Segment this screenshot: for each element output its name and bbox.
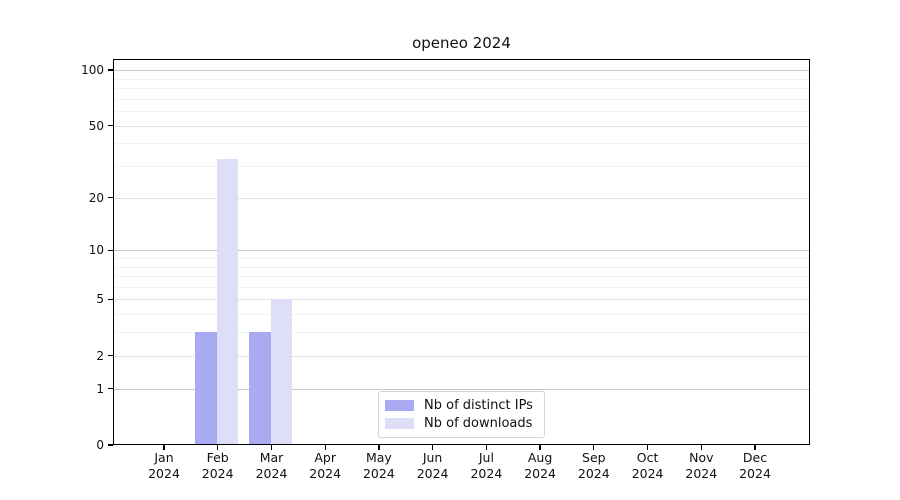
y-tick-mark <box>108 249 113 251</box>
legend-swatch <box>385 400 414 412</box>
x-tick-mark <box>539 445 541 450</box>
y-tick-label: 20 <box>88 190 104 205</box>
x-tick-mark <box>163 445 165 450</box>
legend-label: Nb of downloads <box>424 415 533 431</box>
x-tick-year: 2024 <box>685 466 718 481</box>
y-gridline-major <box>113 197 810 199</box>
x-tick-mark <box>485 445 488 450</box>
y-gridline-minor <box>113 266 810 268</box>
x-tick-month: Nov <box>689 450 714 465</box>
y-tick-mark <box>108 298 113 301</box>
y-tick-mark <box>108 388 113 390</box>
x-tick-year: 2024 <box>416 466 449 481</box>
y-gridline-minor <box>113 286 810 288</box>
x-tick-label: Dec 2024 <box>728 450 782 482</box>
bar-downloads <box>216 158 239 445</box>
x-tick-label: Apr 2024 <box>298 450 352 482</box>
x-tick-label: Jun 2024 <box>406 450 460 482</box>
y-tick-label: 0 <box>96 438 104 452</box>
x-tick-year: 2024 <box>577 466 610 481</box>
x-tick-year: 2024 <box>255 466 288 481</box>
bar-distinct-ips <box>195 332 217 445</box>
x-tick-year: 2024 <box>631 466 664 481</box>
legend-label: Nb of distinct IPs <box>424 398 533 414</box>
y-gridline-minor <box>113 143 810 145</box>
x-tick-label: Nov 2024 <box>674 450 728 482</box>
x-tick-month: Jun <box>422 450 443 465</box>
y-gridline-major <box>113 299 810 301</box>
x-tick-month: Feb <box>206 450 229 465</box>
x-tick-mark <box>754 445 756 450</box>
x-tick-month: Oct <box>636 450 659 465</box>
y-tick-mark <box>108 196 113 199</box>
x-tick-label: Sep 2024 <box>567 450 621 482</box>
y-gridline-minor <box>113 276 810 277</box>
y-gridline-minor <box>113 111 810 112</box>
bar-downloads <box>270 299 292 445</box>
legend-item: Nb of distinct IPs <box>385 397 536 414</box>
y-gridline-major <box>113 125 810 127</box>
y-tick-label: 100 <box>81 63 104 77</box>
x-tick-label: Jul 2024 <box>459 450 513 482</box>
x-tick-month: May <box>365 450 392 465</box>
y-gridline-major <box>113 70 810 71</box>
x-tick-month: Aug <box>527 450 553 465</box>
y-tick-label: 5 <box>96 292 104 307</box>
x-tick-mark <box>324 445 326 450</box>
y-gridline-minor <box>113 78 810 80</box>
y-gridline-minor <box>113 166 810 167</box>
x-tick-month: Dec <box>742 450 768 465</box>
x-tick-mark <box>217 445 219 450</box>
y-gridline-minor <box>113 87 810 89</box>
x-tick-label: Oct 2024 <box>621 450 675 482</box>
legend: Nb of distinct IPs Nb of downloads <box>378 391 545 438</box>
x-tick-year: 2024 <box>470 466 503 481</box>
y-tick-label: 2 <box>96 348 104 363</box>
y-gridline-major <box>113 355 810 357</box>
x-tick-month: Apr <box>314 450 336 465</box>
y-tick-mark <box>108 69 113 71</box>
y-tick-mark <box>108 355 113 357</box>
y-tick-label: 50 <box>88 118 104 133</box>
x-tick-year: 2024 <box>148 466 180 481</box>
x-tick-mark <box>431 445 434 450</box>
bar-distinct-ips <box>249 332 271 445</box>
y-gridline-minor <box>113 257 810 259</box>
x-tick-label: Mar 2024 <box>245 450 299 482</box>
y-tick-mark <box>108 124 113 127</box>
x-tick-label: May 2024 <box>352 450 406 482</box>
y-gridline-minor <box>113 314 810 316</box>
x-tick-month: Sep <box>582 450 606 465</box>
x-tick-mark <box>646 445 649 450</box>
y-gridline-major <box>113 388 810 390</box>
y-gridline-major <box>113 250 810 252</box>
x-tick-year: 2024 <box>739 466 771 481</box>
y-gridline-minor <box>113 98 810 100</box>
x-tick-month: Mar <box>259 450 284 465</box>
legend-item: Nb of downloads <box>385 415 536 432</box>
x-tick-year: 2024 <box>309 466 342 481</box>
x-tick-year: 2024 <box>524 466 556 481</box>
y-gridline-minor <box>113 332 810 334</box>
x-tick-mark <box>378 445 380 450</box>
y-tick-label: 1 <box>96 381 104 396</box>
x-tick-mark <box>593 445 595 450</box>
x-tick-mark <box>700 445 702 450</box>
x-tick-month: Jan <box>154 450 174 465</box>
x-tick-year: 2024 <box>201 466 234 481</box>
x-tick-label: Jan 2024 <box>137 450 191 482</box>
x-tick-mark <box>270 445 273 450</box>
x-tick-label: Aug 2024 <box>513 450 567 482</box>
x-tick-month: Jul <box>478 450 494 465</box>
chart-title: openeo 2024 <box>412 34 511 52</box>
x-tick-label: Feb 2024 <box>191 450 245 482</box>
y-tick-mark <box>108 444 113 446</box>
x-tick-year: 2024 <box>362 466 395 481</box>
legend-swatch <box>385 417 414 429</box>
y-tick-label: 10 <box>88 243 104 258</box>
